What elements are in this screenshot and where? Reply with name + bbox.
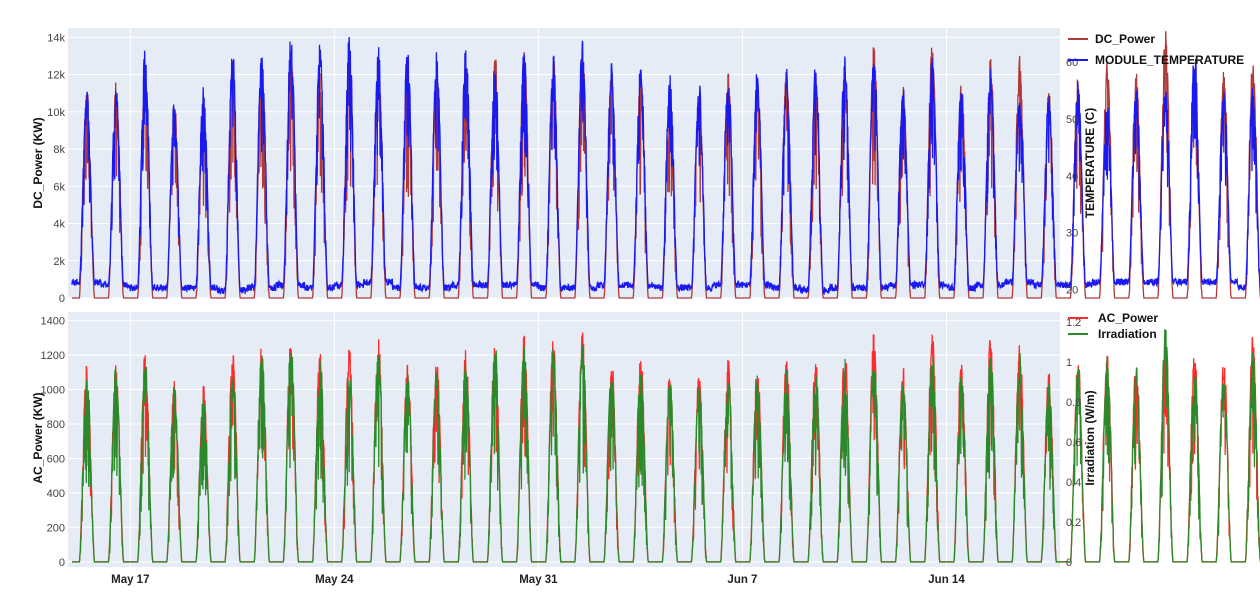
- y-tick-label: 0: [59, 557, 65, 569]
- y-tick-label: 2k: [53, 256, 65, 268]
- top-left-axis-ticks: 0 2k 4k 6k 8k 10k 12k 14k: [47, 32, 65, 305]
- y-tick-label: 0.8: [1066, 397, 1081, 409]
- y-tick-label: 0.4: [1066, 477, 1081, 489]
- y-tick-label: 14k: [47, 32, 65, 44]
- y-tick-label: 40: [1066, 171, 1078, 183]
- top-legend: DC_Power MODULE_TEMPERATURE: [1068, 32, 1244, 67]
- top-y2-axis-label: TEMPERATURE (C): [1083, 108, 1097, 218]
- y-tick-label: 400: [47, 488, 65, 500]
- x-tick-label: Jun 7: [727, 574, 757, 586]
- bottom-left-axis-ticks: 0 200 400 600 800 1000 1200 1400: [41, 316, 65, 569]
- y-tick-label: 0.2: [1066, 517, 1081, 529]
- x-tick-label: Jun 14: [928, 574, 965, 586]
- y-tick-label: 50: [1066, 114, 1078, 126]
- x-tick-label: May 31: [519, 574, 558, 586]
- y-tick-label: 0: [59, 293, 65, 305]
- y-tick-label: 600: [47, 453, 65, 465]
- y-tick-label: 8k: [53, 144, 65, 156]
- legend-label-irradiation: Irradiation: [1098, 327, 1157, 341]
- bottom-y2-axis-label: Irradiation (W/m): [1083, 390, 1097, 485]
- top-y-axis-label: DC_Power (KW): [31, 117, 45, 208]
- legend-label-ac-power: AC_Power: [1098, 311, 1158, 325]
- legend-item-module-temperature[interactable]: MODULE_TEMPERATURE: [1068, 53, 1244, 67]
- top-right-axis-ticks: 20 30 40 50 60: [1066, 57, 1078, 296]
- series-module-temperature-line: [71, 36, 1260, 296]
- y-tick-label: 0: [1066, 557, 1072, 569]
- y-tick-label: 1200: [41, 350, 65, 362]
- top-panel: 0 2k 4k 6k 8k 10k 12k 14k 20 30 40 50 60 DC_Power (…: [31, 28, 1260, 305]
- bottom-right-axis-ticks: 0 0.2 0.4 0.6 0.8 1 1.2: [1066, 317, 1081, 569]
- bottom-y-axis-label: AC_Power (KW): [31, 392, 45, 483]
- bottom-panel: 0 200 400 600 800 1000 1200 1400 0 0.2 0.4 0.6 0.8 1…: [31, 311, 1260, 586]
- series-irradiation-line: [72, 329, 1260, 563]
- legend-label-dc-power: DC_Power: [1095, 32, 1155, 46]
- legend-item-irradiation[interactable]: Irradiation: [1068, 327, 1157, 341]
- y-tick-label: 800: [47, 419, 65, 431]
- y-tick-label: 6k: [53, 181, 65, 193]
- series-dc-power-line: [72, 31, 1260, 299]
- top-plot-area: [68, 28, 1060, 298]
- x-axis-ticks: May 17 May 24 May 31 Jun 7 Jun 14: [111, 574, 965, 586]
- bottom-legend: AC_Power Irradiation: [1068, 311, 1158, 341]
- y-tick-label: 1400: [41, 316, 65, 328]
- legend-item-dc-power[interactable]: DC_Power: [1068, 32, 1155, 46]
- y-tick-label: 1000: [41, 385, 65, 397]
- legend-label-module-temperature: MODULE_TEMPERATURE: [1095, 53, 1244, 67]
- bottom-traces: [72, 329, 1260, 563]
- legend-item-ac-power[interactable]: AC_Power: [1068, 311, 1158, 325]
- x-tick-label: May 24: [315, 574, 354, 586]
- y-tick-label: 1: [1066, 357, 1072, 369]
- y-tick-label: 30: [1066, 228, 1078, 240]
- y-tick-label: 20: [1066, 284, 1078, 296]
- top-traces: [71, 31, 1260, 299]
- x-tick-label: May 17: [111, 574, 149, 586]
- y-tick-label: 4k: [53, 219, 65, 231]
- y-tick-label: 10k: [47, 107, 65, 119]
- y-tick-label: 60: [1066, 57, 1078, 69]
- y-tick-label: 12k: [47, 70, 65, 82]
- y-tick-label: 0.6: [1066, 437, 1081, 449]
- bottom-plot-area: [68, 312, 1060, 567]
- y-tick-label: 1.2: [1066, 317, 1081, 329]
- y-tick-label: 200: [47, 522, 65, 534]
